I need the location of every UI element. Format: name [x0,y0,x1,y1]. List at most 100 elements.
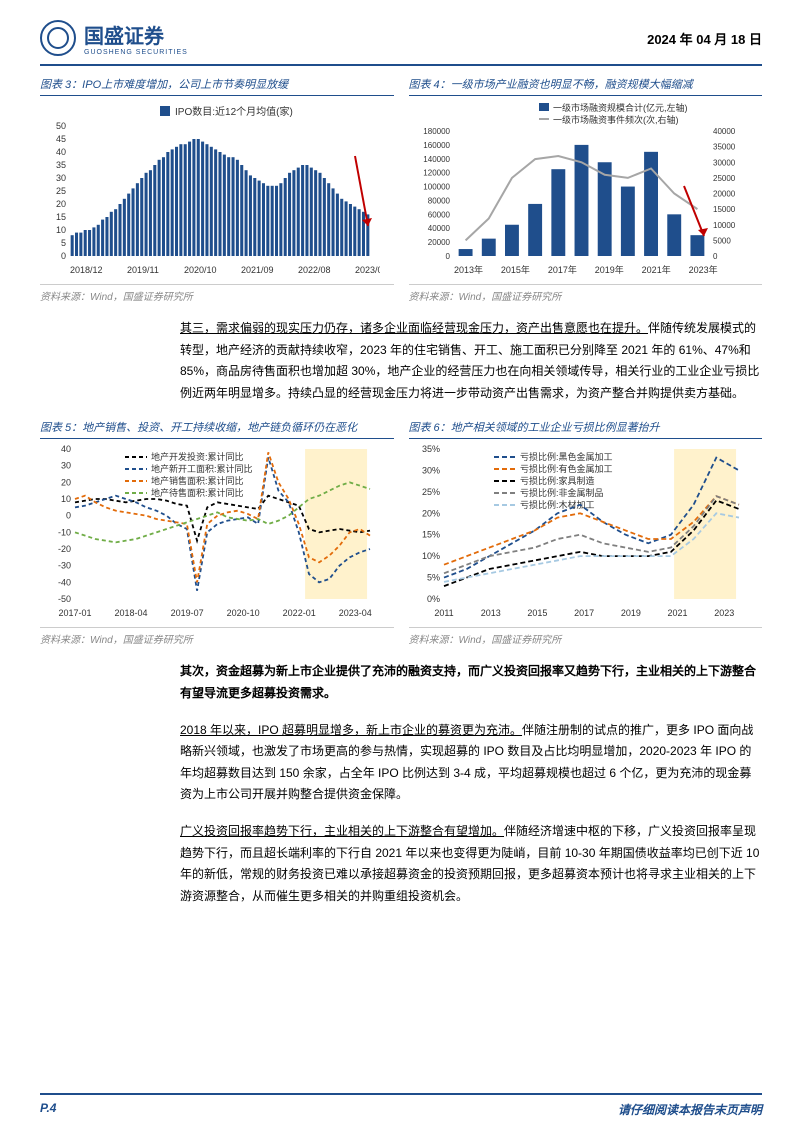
paragraph-4: 广义投资回报率趋势下行，主业相关的上下游整合有望增加。伴随经济增速中枢的下移，广… [180,821,762,907]
svg-text:地产新开工面积:累计同比: 地产新开工面积:累计同比 [151,463,253,474]
svg-text:2023: 2023 [714,608,734,618]
svg-text:亏损比例:有色金属加工: 亏损比例:有色金属加工 [520,463,613,474]
svg-text:10: 10 [61,494,71,504]
svg-text:140000: 140000 [423,155,450,164]
para1-lead: 其三，需求偏弱的现实压力仍存，诸多企业面临经营现金压力，资产出售意愿也在提升。 [180,321,648,335]
chart4-title: 图表 4：一级市场产业融资也明显不畅，融资规模大幅缩减 [409,76,763,96]
svg-text:10000: 10000 [713,221,736,230]
logo-icon [40,20,76,56]
svg-text:-30: -30 [58,561,71,571]
svg-text:60000: 60000 [427,210,450,219]
svg-text:160000: 160000 [423,141,450,150]
svg-text:25000: 25000 [713,174,736,183]
svg-text:5: 5 [61,238,66,248]
svg-text:一级市场融资事件频次(次,右轴): 一级市场融资事件频次(次,右轴) [553,114,679,125]
svg-text:25: 25 [56,186,66,196]
svg-text:地产销售面积:累计同比: 地产销售面积:累计同比 [151,475,244,486]
page-footer: P.4 请仔细阅读本报告末页声明 [40,1093,762,1118]
report-date: 2024 年 04 月 18 日 [647,29,762,48]
svg-text:-20: -20 [58,544,71,554]
svg-text:30%: 30% [421,466,439,476]
svg-text:50: 50 [56,121,66,131]
paragraph-3: 2018 年以来，IPO 超募明显增多，新上市企业的募资更为充沛。伴随注册制的试… [180,720,762,806]
svg-text:0: 0 [66,511,71,521]
svg-text:2018-04: 2018-04 [115,608,148,618]
chart3: IPO数目:近12个月均值(家)051015202530354045502018… [40,101,394,281]
chart4-source: 资料来源：Wind，国盛证券研究所 [409,284,763,303]
svg-text:35: 35 [56,160,66,170]
chart5-title: 图表 5：地产销售、投资、开工持续收缩，地产链负循环仍在恶化 [40,419,394,439]
svg-text:2017: 2017 [574,608,594,618]
svg-text:2022-01: 2022-01 [283,608,316,618]
svg-text:45: 45 [56,134,66,144]
svg-text:0%: 0% [426,594,439,604]
chart6-title: 图表 6：地产相关领域的工业企业亏损比例显著抬升 [409,419,763,439]
company-name: 国盛证券 [84,20,188,49]
svg-text:0: 0 [713,252,718,261]
svg-text:地产待售面积:累计同比: 地产待售面积:累计同比 [151,487,244,498]
chart6-source: 资料来源：Wind，国盛证券研究所 [409,627,763,646]
svg-text:40: 40 [61,444,71,454]
svg-text:10: 10 [56,225,66,235]
svg-text:地产开发投资:累计同比: 地产开发投资:累计同比 [151,451,244,462]
svg-text:2023年: 2023年 [688,264,717,275]
paragraph-2: 其次，资金超募为新上市企业提供了充沛的融资支持，而广义投资回报率又趋势下行，主业… [180,661,762,704]
para2-lead: 其次，资金超募为新上市企业提供了充沛的融资支持，而广义投资回报率又趋势下行，主业… [180,661,762,704]
svg-text:-10: -10 [58,528,71,538]
svg-text:2019-07: 2019-07 [171,608,204,618]
svg-text:15: 15 [56,212,66,222]
svg-text:20: 20 [61,478,71,488]
svg-text:40: 40 [56,147,66,157]
svg-text:2023/07: 2023/07 [355,265,380,275]
svg-text:亏损比例:家具制造: 亏损比例:家具制造 [520,475,595,486]
svg-text:15000: 15000 [713,205,736,214]
svg-text:2019: 2019 [620,608,640,618]
svg-text:2021年: 2021年 [641,264,670,275]
svg-text:20000: 20000 [713,190,736,199]
svg-text:20000: 20000 [427,238,450,247]
svg-text:30000: 30000 [713,158,736,167]
svg-text:35%: 35% [421,444,439,454]
para4-lead: 广义投资回报率趋势下行，主业相关的上下游整合有望增加。 [180,824,504,838]
svg-text:IPO数目:近12个月均值(家): IPO数目:近12个月均值(家) [175,105,293,118]
svg-text:15%: 15% [421,530,439,540]
svg-text:2023-04: 2023-04 [339,608,372,618]
svg-text:0: 0 [445,252,450,261]
svg-text:25%: 25% [421,487,439,497]
chart5-source: 资料来源：Wind，国盛证券研究所 [40,627,394,646]
svg-text:2020-10: 2020-10 [227,608,260,618]
svg-text:2021: 2021 [667,608,687,618]
svg-text:亏损比例:木材加工: 亏损比例:木材加工 [520,499,595,510]
svg-text:2011: 2011 [434,608,453,618]
svg-text:0: 0 [61,251,66,261]
svg-text:40000: 40000 [427,224,450,233]
page-header: 国盛证券 GUOSHENG SECURITIES 2024 年 04 月 18 … [40,20,762,66]
svg-text:5%: 5% [426,573,439,583]
svg-text:2017年: 2017年 [547,264,576,275]
svg-text:180000: 180000 [423,127,450,136]
chart5: 地产开发投资:累计同比地产新开工面积:累计同比地产销售面积:累计同比地产待售面积… [40,444,394,624]
paragraph-1: 其三，需求偏弱的现实压力仍存，诸多企业面临经营现金压力，资产出售意愿也在提升。伴… [180,318,762,404]
chart4: 一级市场融资规模合计(亿元,左轴)一级市场融资事件频次(次,右轴) 0 20000 4… [409,101,763,281]
disclaimer: 请仔细阅读本报告末页声明 [618,1101,762,1118]
svg-text:120000: 120000 [423,169,450,178]
svg-text:2015年: 2015年 [500,264,529,275]
svg-text:-40: -40 [58,578,71,588]
svg-text:40000: 40000 [713,127,736,136]
svg-text:一级市场融资规模合计(亿元,左轴): 一级市场融资规模合计(亿元,左轴) [553,102,688,113]
svg-text:10%: 10% [421,552,439,562]
logo: 国盛证券 GUOSHENG SECURITIES [40,20,188,56]
svg-text:亏损比例:黑色金属加工: 亏损比例:黑色金属加工 [520,451,613,462]
page-number: P.4 [40,1101,56,1118]
svg-text:30: 30 [61,461,71,471]
svg-text:2019年: 2019年 [594,264,623,275]
svg-text:2020/10: 2020/10 [184,265,217,275]
chart6: 亏损比例:黑色金属加工亏损比例:有色金属加工亏损比例:家具制造亏损比例:非金属制… [409,444,763,624]
chart3-source: 资料来源：Wind，国盛证券研究所 [40,284,394,303]
svg-text:2017-01: 2017-01 [58,608,91,618]
svg-text:-50: -50 [58,594,71,604]
svg-text:2021/09: 2021/09 [241,265,274,275]
svg-text:2018/12: 2018/12 [70,265,103,275]
svg-text:100000: 100000 [423,183,450,192]
svg-text:80000: 80000 [427,196,450,205]
